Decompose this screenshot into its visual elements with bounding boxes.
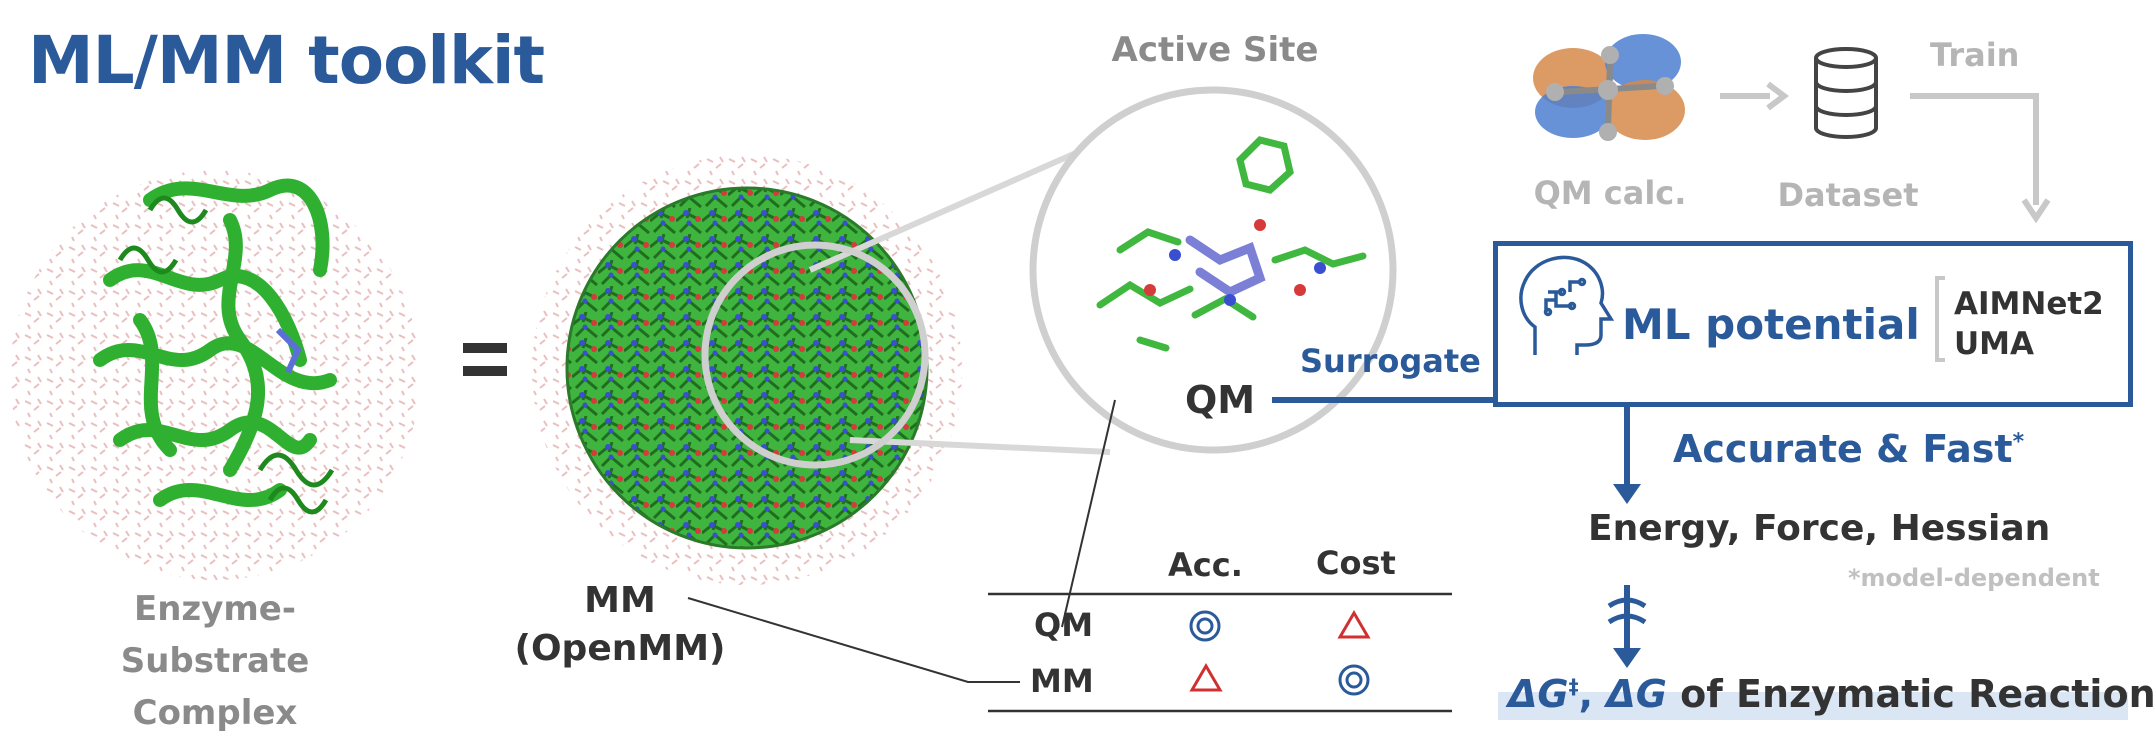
qm-leader-line (1061, 399, 1116, 628)
ts-mark: ‡ (1568, 674, 1579, 699)
mm-leader-line (687, 597, 1020, 683)
outputs-label: Energy, Force, Hessian (1588, 508, 2051, 549)
table-row-mm-label: MM (1030, 662, 1094, 700)
final-result-label: ΔG‡, ΔG of Enzymatic Reaction (1508, 672, 2156, 716)
triangle-icon (1337, 610, 1371, 639)
qm-calc-label: QM calc. (1533, 174, 1687, 212)
active-site-image (1029, 86, 1397, 454)
page-title: ML/MM toolkit (28, 22, 545, 99)
zoom-lines (808, 135, 1112, 455)
table-header-cost: Cost (1316, 544, 1396, 582)
final-highlight (1498, 692, 2128, 720)
double-circle-icon (1189, 610, 1221, 642)
accurate-fast-mark: * (2012, 429, 2025, 455)
train-arrow (1910, 93, 2051, 224)
enzyme-label-line2: Complex (132, 693, 298, 733)
accurate-fast-text: Accurate & Fast (1673, 427, 2013, 471)
brain-head-icon (1519, 255, 1615, 355)
dataset-label: Dataset (1777, 176, 1919, 214)
triangle-icon (1189, 663, 1223, 692)
accurate-fast-label: Accurate & Fast* (1673, 427, 2024, 471)
ml-model-list: AIMNet2 UMA (1954, 284, 2104, 364)
model-uma: UMA (1954, 326, 2035, 362)
final-sep: , (1578, 672, 1607, 716)
train-label: Train (1930, 36, 2020, 74)
model-bracket (1935, 276, 1945, 362)
footnote: *model-dependent (1848, 564, 2100, 592)
mm-label-line2: (OpenMM) (514, 628, 726, 669)
double-circle-icon (1338, 664, 1370, 696)
table-header-acc: Acc. (1168, 546, 1243, 584)
arrow-qm-to-dataset (1720, 81, 1789, 111)
mm-system-structure-image (532, 155, 962, 585)
active-site-label: Active Site (1111, 30, 1319, 70)
equals-sign (463, 343, 507, 376)
enzyme-label: Enzyme-Substrate Complex (40, 583, 390, 739)
molecular-orbital-icon (1533, 34, 1685, 141)
database-icon (1814, 47, 1878, 139)
ml-potential-box (1493, 241, 2133, 407)
final-rest: of Enzymatic Reaction (1666, 672, 2156, 716)
delta-g: ΔG (1606, 672, 1667, 716)
selection-circle (701, 241, 929, 469)
mm-label-line1: MM (584, 580, 656, 621)
surrogate-label: Surrogate (1300, 342, 1481, 380)
enzyme-structure-image (10, 170, 420, 580)
model-aimnet2: AIMNet2 (1954, 286, 2104, 322)
mm-label: MM (OpenMM) (510, 577, 730, 673)
qm-label: QM (1184, 378, 1256, 422)
enzyme-label-line1: Enzyme-Substrate (120, 589, 310, 681)
arrow-ml-to-outputs (1613, 407, 1641, 504)
ml-potential-title: ML potential (1622, 300, 1920, 349)
broken-arrow (1607, 585, 1647, 668)
delta-g-ts: ΔG (1508, 672, 1569, 716)
table-row-qm-label: QM (1034, 606, 1094, 644)
